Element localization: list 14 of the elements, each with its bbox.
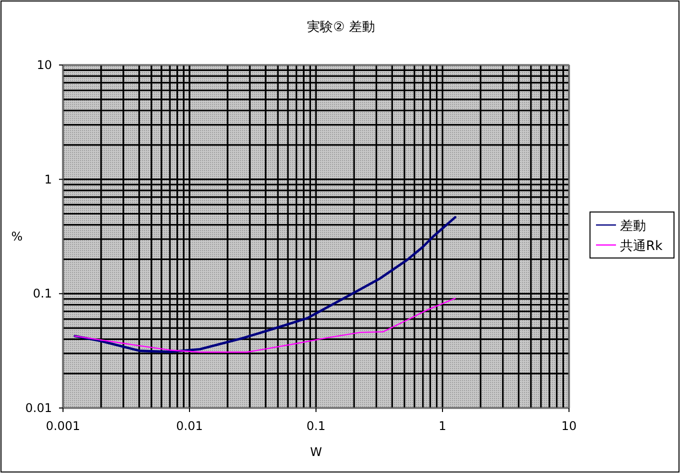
x-axis-title: W	[310, 445, 322, 459]
y-tick-label: 0.1	[32, 286, 52, 301]
x-tick-label: 10	[561, 419, 577, 433]
x-tick-label: 0.01	[176, 419, 203, 433]
x-tick-label: 0.001	[46, 419, 80, 433]
y-tick-label: 0.01	[25, 401, 52, 415]
y-tick-label: 10	[36, 58, 52, 72]
chart-title: 実験② 差動	[307, 19, 375, 35]
y-axis-title: %	[11, 230, 23, 244]
x-tick-label: 1	[438, 419, 446, 433]
x-tick-label: 0.1	[306, 419, 326, 433]
legend-label: 差動	[620, 219, 646, 234]
y-tick-label: 1	[44, 172, 52, 186]
legend-label: 共通Rk	[620, 239, 664, 254]
